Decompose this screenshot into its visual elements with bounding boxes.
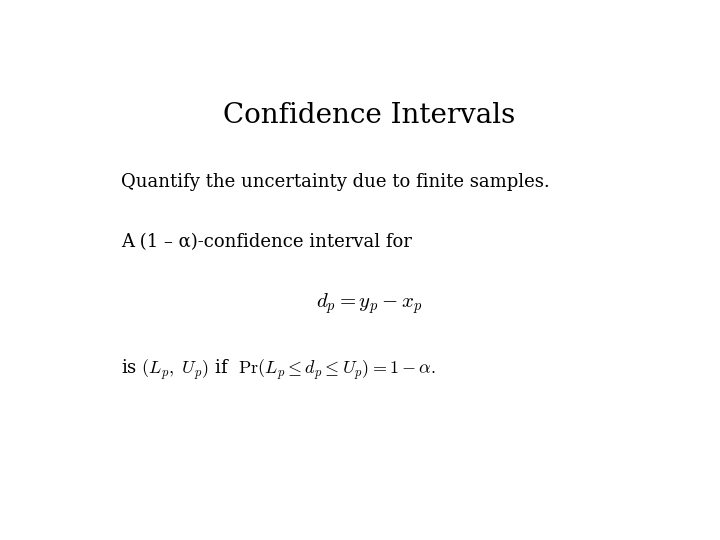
Text: $d_{p} = y_{p} - x_{p}$: $d_{p} = y_{p} - x_{p}$ — [316, 292, 422, 316]
Text: A (1 – α)-confidence interval for: A (1 – α)-confidence interval for — [121, 233, 412, 251]
Text: is $(L_p,\ U_p)$ if  $\mathrm{Pr}(L_p \leq d_p \leq U_p) = 1 - \alpha.$: is $(L_p,\ U_p)$ if $\mathrm{Pr}(L_p \le… — [121, 358, 436, 382]
Text: Quantify the uncertainty due to finite samples.: Quantify the uncertainty due to finite s… — [121, 173, 549, 191]
Text: Confidence Intervals: Confidence Intervals — [223, 102, 515, 129]
